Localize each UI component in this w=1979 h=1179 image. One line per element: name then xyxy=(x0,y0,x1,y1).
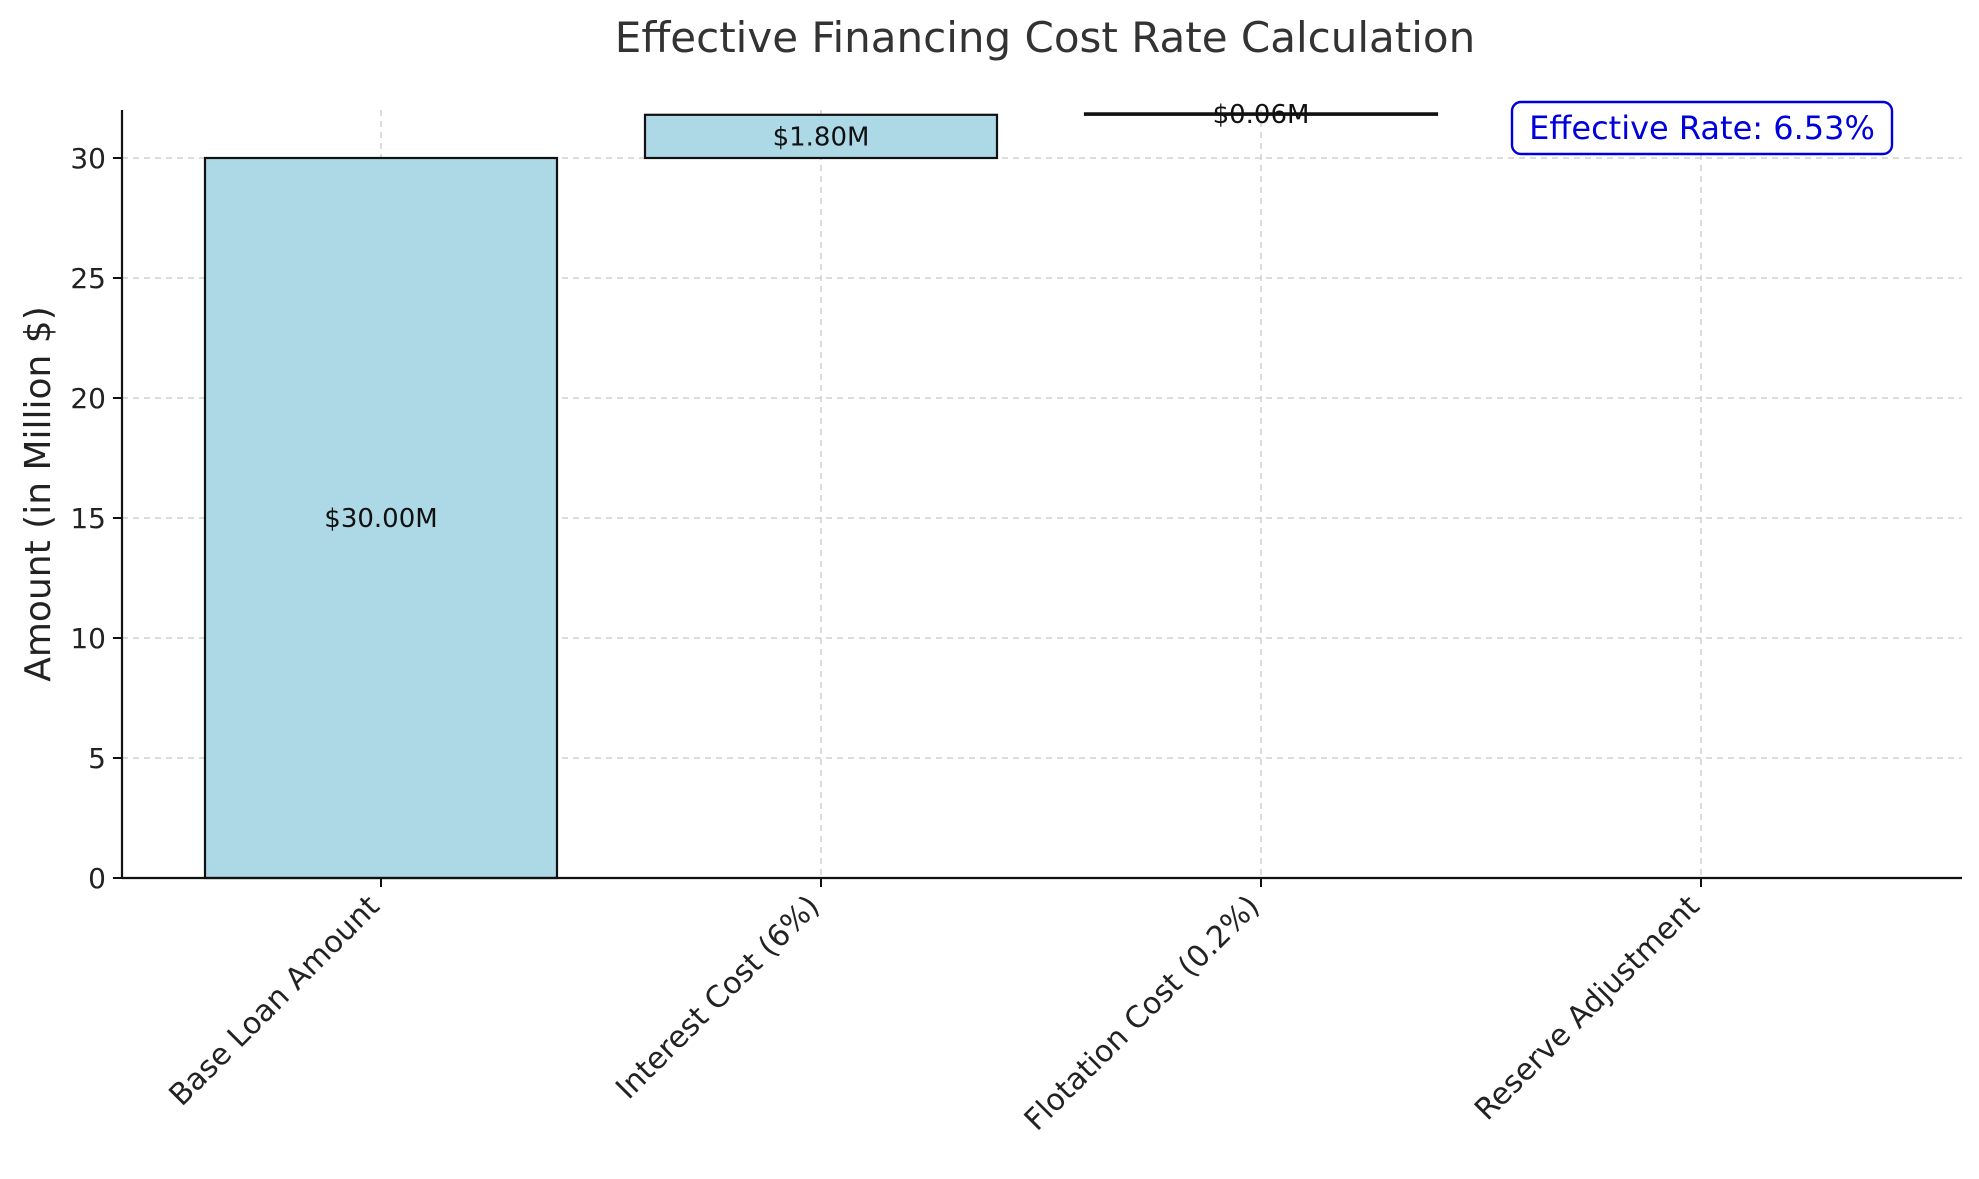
bar xyxy=(1083,112,1439,116)
x-tick-label: Base Loan Amount xyxy=(163,889,387,1113)
bars xyxy=(203,112,1439,880)
y-tick-label: 5 xyxy=(88,742,106,775)
y-tick-label: 0 xyxy=(88,862,106,895)
chart-title: Effective Financing Cost Rate Calculatio… xyxy=(615,13,1475,62)
x-tick-label: Interest Cost (6%) xyxy=(609,889,826,1106)
bar-value-label: $30.00M xyxy=(324,504,437,534)
x-tick-label: Reserve Adjustment xyxy=(1468,889,1707,1128)
y-tick-label: 25 xyxy=(70,262,106,295)
bar xyxy=(643,113,999,160)
y-axis-label: Amount (in Million $) xyxy=(18,306,59,682)
annotation-text: Effective Rate: 6.53% xyxy=(1529,109,1875,147)
y-tick-label: 10 xyxy=(70,622,106,655)
bar-value-label: $1.80M xyxy=(773,122,870,152)
y-tick-label: 30 xyxy=(70,142,106,175)
x-tick-label: Flotation Cost (0.2%) xyxy=(1018,889,1267,1138)
bar-value-label: $0.06M xyxy=(1213,100,1310,130)
y-tick-label: 20 xyxy=(70,382,106,415)
annotation: Effective Rate: 6.53% xyxy=(1510,100,1894,156)
annotation-box xyxy=(1510,100,1894,156)
bar xyxy=(203,156,559,880)
y-tick-label: 15 xyxy=(70,502,106,535)
axes xyxy=(113,110,1962,887)
